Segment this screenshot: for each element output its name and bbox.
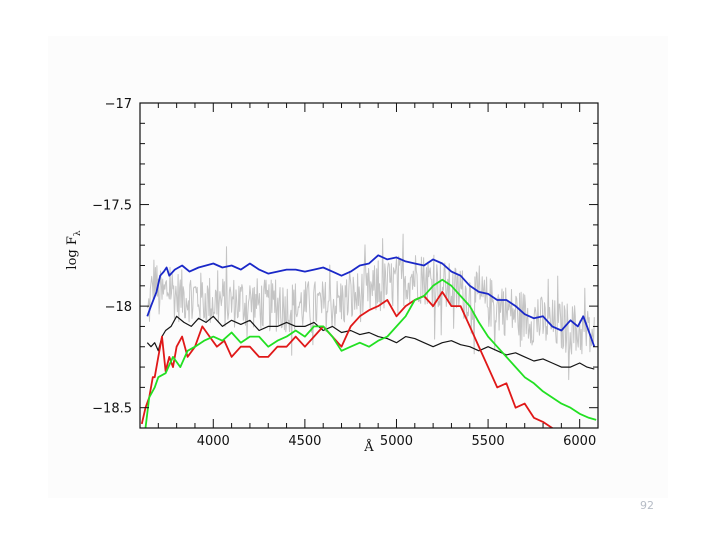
axis-layer: 4000 4500 5000 5500 6000 −17 −17.5 −18 −18.5 [92, 97, 598, 449]
x-tick-label: 4500 [288, 434, 321, 449]
series-black-line [146, 315, 595, 370]
series-green-line [144, 278, 597, 428]
series-blue-line [146, 254, 596, 348]
series-red-line [140, 291, 554, 428]
x-tick-label: 5500 [472, 434, 505, 449]
page-number: 92 [640, 499, 654, 512]
y-axis-title: log Fλ [65, 230, 83, 269]
y-tick-label: −17 [105, 97, 132, 112]
x-tick-label: 4000 [197, 434, 230, 449]
y-tick-label: −18 [105, 300, 132, 315]
x-tick-label: 6000 [563, 434, 596, 449]
series-layer [140, 233, 597, 428]
x-axis-title: Å [363, 439, 374, 455]
y-tick-label: −18.5 [92, 402, 132, 417]
y-tick-label: −17.5 [92, 199, 132, 214]
x-tick-label: 5000 [380, 434, 413, 449]
